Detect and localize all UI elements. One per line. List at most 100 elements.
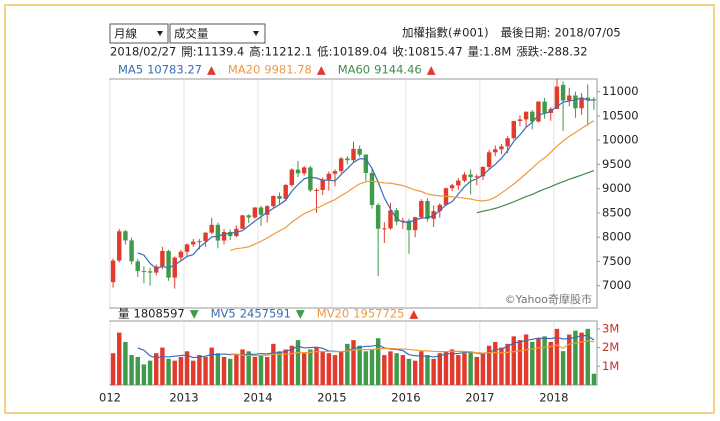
volume-bar (474, 356, 480, 385)
volume-bar (480, 353, 486, 385)
volume-bar (468, 351, 473, 385)
candle-body (560, 84, 566, 101)
volume-bar (431, 358, 436, 385)
candle-body (295, 169, 301, 174)
legend-value: 1957725 (353, 307, 404, 321)
moving-average-line (137, 97, 594, 270)
candle-body (369, 172, 375, 205)
candle-body (191, 241, 196, 245)
candle-body (172, 257, 177, 278)
candle-body (511, 120, 516, 139)
volume-bar (579, 332, 584, 385)
candle-body (567, 95, 572, 101)
candle-body (419, 201, 424, 218)
candle-body (320, 179, 325, 190)
volume-bar (530, 341, 535, 385)
x-tick-label: 2013 (169, 391, 198, 405)
candle-body (505, 138, 510, 147)
volume-bar (110, 353, 116, 385)
indicator-select[interactable]: 成交量 (169, 23, 266, 44)
candle-body (184, 244, 190, 252)
volume-bar (154, 353, 159, 385)
volume-bar (197, 355, 202, 385)
candle-body (289, 169, 295, 186)
candle-body (437, 204, 443, 212)
indicator-select-text[interactable]: 成交量 (174, 27, 209, 41)
volume-bar (523, 334, 529, 385)
volume-bar (283, 349, 288, 385)
period-select[interactable]: 月線 (109, 23, 169, 44)
volume-bar (536, 338, 541, 385)
indicator-select-box[interactable] (169, 23, 266, 44)
legend-name: MA60 (338, 63, 370, 77)
volume-bar (382, 355, 387, 385)
candle-body (252, 207, 258, 218)
candle-body (178, 251, 184, 258)
volume-bar (493, 341, 498, 385)
volume-bar (437, 353, 443, 385)
candle-body (308, 167, 313, 191)
candle-body (141, 271, 147, 273)
period-select-box[interactable] (109, 23, 169, 44)
y-tick-label: 10500 (602, 108, 639, 122)
candle-body (351, 148, 356, 161)
candle-body (221, 231, 227, 241)
candle-body (160, 250, 165, 267)
candle-body (517, 119, 523, 121)
info-field: 低:10189.04 (317, 45, 387, 59)
y-tick-label: 3M (602, 321, 619, 335)
legend-value: 2457591 (240, 307, 291, 321)
legend-name: MA20 (228, 63, 260, 77)
candle-body (406, 220, 412, 231)
candle-body (332, 171, 338, 174)
volume-bar (135, 356, 140, 385)
volume-bar (234, 355, 239, 385)
legend-value: 1808597 (134, 307, 185, 321)
dropdown-arrow[interactable] (157, 31, 163, 36)
volume-bar (289, 345, 295, 385)
candle-body (271, 195, 276, 207)
volume-bar (486, 345, 492, 385)
widget-frame (4, 4, 715, 414)
last-date-label: 最後日期: (501, 26, 551, 40)
candle-body (425, 201, 430, 219)
candle-body (277, 195, 282, 199)
volume-bar (449, 349, 455, 385)
legend-arrow: ▼ (190, 307, 199, 321)
volume-bar (591, 373, 597, 385)
candle-body (345, 158, 350, 161)
volume-bar (332, 355, 338, 385)
candle-body (110, 260, 116, 283)
volume-bar (117, 332, 122, 385)
y-tick-label: 2M (602, 340, 619, 354)
info-date: 2018/02/27 (110, 45, 176, 59)
candle-body (394, 210, 399, 222)
x-tick-label: 2015 (317, 391, 346, 405)
candle-body (357, 148, 362, 155)
candle-body (240, 215, 245, 229)
candle-body (258, 207, 264, 215)
info-field: 開:11139.4 (181, 45, 244, 59)
volume-bar (203, 356, 208, 385)
y-tick-label: 7500 (602, 254, 631, 268)
dropdown-arrow[interactable] (253, 31, 259, 36)
volume-bar (271, 343, 276, 385)
symbol-name: 加權指數(#001) (402, 26, 489, 40)
volume-bar (240, 349, 245, 385)
candle-body (215, 224, 221, 241)
volume-bar (308, 349, 313, 385)
moving-average-line (476, 169, 595, 214)
y-tick-label: 9000 (602, 181, 631, 195)
legend-arrow: ▲ (409, 307, 418, 321)
volume-bar (456, 355, 461, 385)
legend-name: MV20 (317, 307, 349, 321)
period-select-text[interactable]: 月線 (114, 27, 137, 41)
last-date: 2018/07/05 (554, 26, 620, 40)
candle-body (363, 154, 369, 173)
legend-arrow: ▲ (207, 63, 216, 77)
volume-bar (178, 356, 184, 385)
y-tick-label: 1M (602, 359, 619, 373)
volume-bar (573, 330, 578, 385)
volume-bar (499, 347, 504, 385)
